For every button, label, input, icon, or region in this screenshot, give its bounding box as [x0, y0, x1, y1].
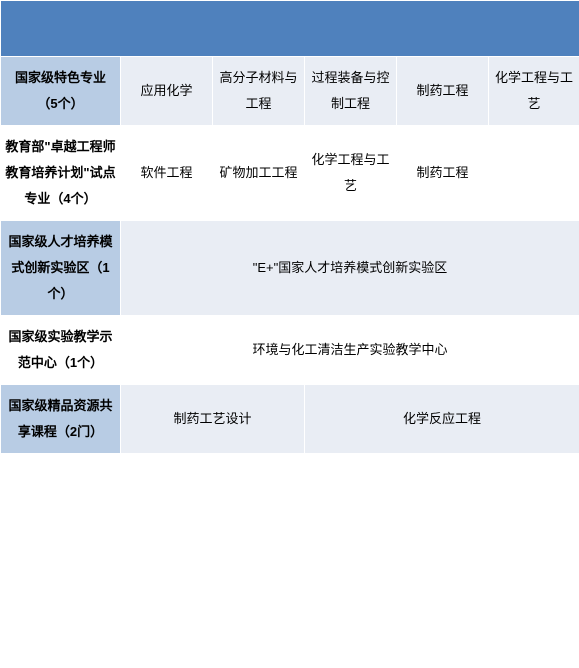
- table-cell: "E+"国家人才培养模式创新实验区: [121, 221, 579, 316]
- row-label: 国家级实验教学示范中心（1个）: [1, 316, 121, 385]
- header-band: [1, 1, 579, 57]
- table-row: 国家级精品资源共享课程（2门） 制药工艺设计 化学反应工程: [1, 385, 579, 454]
- table-cell: 高分子材料与工程: [213, 57, 305, 126]
- table-cell: 化学工程与工艺: [305, 126, 397, 221]
- table-cell: 应用化学: [121, 57, 213, 126]
- table-cell: 制药工程: [397, 57, 489, 126]
- table-cell: 化学工程与工艺: [489, 57, 579, 126]
- row-label: 国家级特色专业（5个）: [1, 57, 121, 126]
- table-row: 教育部"卓越工程师教育培养计划"试点专业（4个） 软件工程 矿物加工工程 化学工…: [1, 126, 579, 221]
- table-cell: 环境与化工清洁生产实验教学中心: [121, 316, 579, 385]
- table-cell: [489, 126, 579, 221]
- table-cell: 制药工艺设计: [121, 385, 305, 454]
- table-cell: 化学反应工程: [305, 385, 579, 454]
- table-row: 国家级实验教学示范中心（1个） 环境与化工清洁生产实验教学中心: [1, 316, 579, 385]
- row-label: 国家级精品资源共享课程（2门）: [1, 385, 121, 454]
- table-cell: 制药工程: [397, 126, 489, 221]
- table-cell: 软件工程: [121, 126, 213, 221]
- row-label: 教育部"卓越工程师教育培养计划"试点专业（4个）: [1, 126, 121, 221]
- table-cell: 过程装备与控制工程: [305, 57, 397, 126]
- table-row: 国家级人才培养模式创新实验区（1个） "E+"国家人才培养模式创新实验区: [1, 221, 579, 316]
- table-row: 国家级特色专业（5个） 应用化学 高分子材料与工程 过程装备与控制工程 制药工程…: [1, 57, 579, 126]
- education-programs-table: 国家级特色专业（5个） 应用化学 高分子材料与工程 过程装备与控制工程 制药工程…: [0, 0, 579, 454]
- header-band-cell: [1, 1, 579, 57]
- row-label: 国家级人才培养模式创新实验区（1个）: [1, 221, 121, 316]
- table: 国家级特色专业（5个） 应用化学 高分子材料与工程 过程装备与控制工程 制药工程…: [0, 0, 579, 454]
- table-cell: 矿物加工工程: [213, 126, 305, 221]
